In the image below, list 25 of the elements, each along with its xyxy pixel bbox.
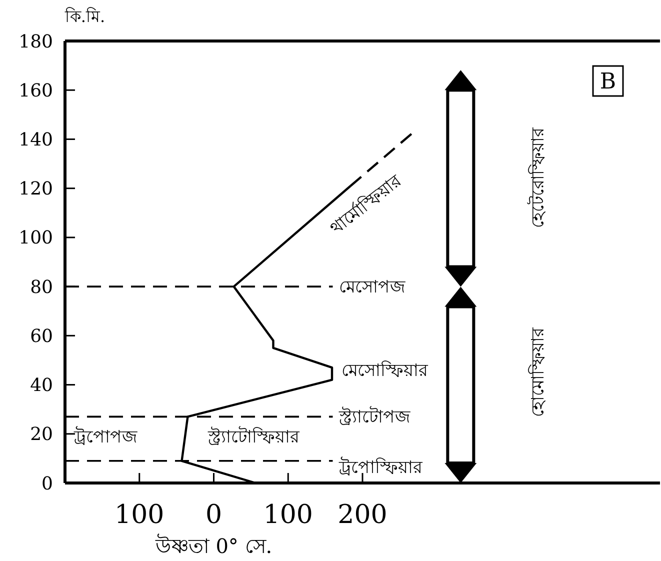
annotation: হোমোস্ফিয়ার	[527, 327, 548, 417]
annotation: হেটেরোস্ফিয়ার	[527, 127, 548, 228]
y-tick-label: 40	[30, 375, 53, 396]
x-tick-label: 100	[114, 500, 164, 530]
annotation: B	[600, 70, 616, 95]
y-tick-label: 120	[18, 178, 53, 200]
y-tick-label: 180	[18, 31, 53, 52]
annotation: ট্রপোপজ	[72, 426, 138, 448]
y-tick-label: 20	[30, 424, 53, 446]
annotation: স্ট্র্যাটোস্ফিয়ার	[206, 426, 300, 448]
annotation: মেসোস্ফিয়ার	[342, 360, 429, 382]
y-tick-label: 160	[18, 80, 53, 102]
ref-line-label: মেসোপজ	[338, 278, 406, 298]
x-tick-label: 100	[263, 500, 313, 530]
y-axis-title: কি.মি.	[64, 7, 106, 26]
y-tick-label: 140	[18, 130, 53, 151]
x-axis-title: উষ্ণতা 0° সে.	[154, 534, 272, 558]
y-tick-label: 80	[30, 276, 53, 298]
y-tick-label: 60	[30, 326, 53, 347]
y-tick-label: 0	[42, 473, 53, 494]
ref-line-label: ট্রপোস্ফিয়ার	[338, 456, 423, 478]
x-tick-label: 0	[205, 500, 222, 530]
ref-line-label: স্ট্র্যাটোপজ	[338, 406, 411, 428]
x-tick-label: 200	[338, 500, 388, 530]
y-tick-label: 100	[18, 228, 53, 249]
